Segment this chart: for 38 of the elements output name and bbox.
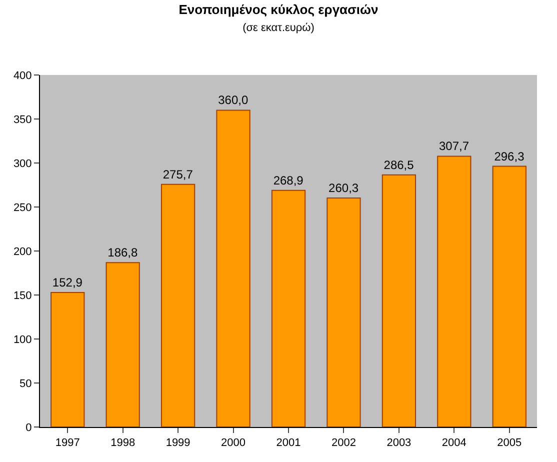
data-label: 268,9: [273, 173, 304, 188]
bar: [326, 197, 361, 427]
x-tick-label: 2005: [497, 437, 522, 450]
bar: [216, 110, 250, 427]
data-label: 260,3: [328, 180, 359, 195]
x-tick-label: 1997: [55, 437, 80, 450]
x-tick-label: 1999: [166, 437, 190, 450]
x-tick-label: 1998: [110, 437, 136, 450]
chart-subtitle: (σε εκατ.ευρώ): [242, 22, 314, 34]
y-tick-label: 200: [13, 246, 32, 258]
bar: [437, 156, 472, 427]
data-label: 186,8: [108, 246, 138, 260]
y-tick-label: 150: [13, 290, 32, 302]
bar: [492, 166, 526, 427]
bar: [106, 262, 140, 427]
x-tick-label: 2001: [276, 437, 301, 450]
y-tick-label: 300: [13, 158, 32, 170]
x-tick-label: 2004: [442, 437, 466, 450]
data-label: 307,7: [438, 139, 470, 154]
x-tick-label: 2002: [331, 437, 356, 450]
data-label: 286,5: [384, 158, 414, 172]
y-tick-label: 0: [26, 422, 32, 434]
y-tick-label: 50: [20, 378, 32, 390]
y-tick-label: 350: [13, 114, 32, 126]
x-tick-label: 2003: [386, 437, 412, 450]
y-tick-label: 250: [13, 202, 32, 214]
chart-title: Ενοποιημένος κύκλος εργασιών: [178, 2, 378, 17]
bar: [50, 292, 85, 427]
y-tick-label: 100: [13, 334, 32, 346]
data-label: 360,0: [218, 93, 248, 108]
data-label: 152,9: [52, 275, 83, 290]
bar: [271, 190, 306, 427]
data-label: 296,3: [494, 149, 525, 164]
data-label: 275,7: [162, 167, 194, 182]
x-tick-label: 2000: [221, 437, 246, 450]
bar: [160, 184, 196, 427]
bar: [382, 174, 416, 427]
y-tick-label: 400: [13, 70, 32, 82]
